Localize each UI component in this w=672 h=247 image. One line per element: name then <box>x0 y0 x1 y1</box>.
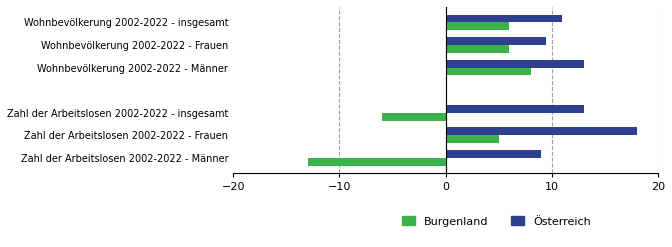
Legend: Burgenland, Österreich: Burgenland, Österreich <box>398 212 595 231</box>
Bar <box>446 127 637 135</box>
Bar <box>446 15 562 22</box>
Bar <box>308 158 446 166</box>
Bar <box>446 37 546 45</box>
Bar <box>446 135 499 143</box>
Bar <box>446 60 584 68</box>
Bar <box>446 68 531 76</box>
Bar <box>446 45 509 53</box>
Bar <box>446 105 584 113</box>
Bar <box>446 150 541 158</box>
Bar <box>382 113 446 121</box>
Bar <box>446 22 509 30</box>
